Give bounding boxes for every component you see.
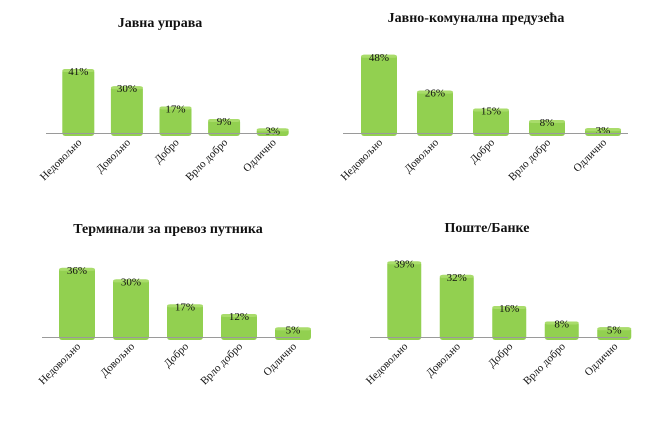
bar-highlight xyxy=(417,90,453,94)
chart-title: Терминали за превоз путника xyxy=(73,222,263,237)
bar xyxy=(110,86,143,136)
chart-2: Јавно-комунална предузећа 48% Недовољно 26%… xyxy=(339,11,628,183)
bar-highlight xyxy=(159,106,192,110)
data-label: 30% xyxy=(117,83,137,95)
bar-highlight xyxy=(492,305,527,309)
data-label: 8% xyxy=(554,318,569,330)
bar-highlight xyxy=(387,261,422,265)
data-label: 30% xyxy=(121,276,141,288)
tick-label: Добро xyxy=(152,136,182,166)
tick-label: Недовољно xyxy=(339,136,386,183)
data-label: 9% xyxy=(217,116,232,128)
bar xyxy=(439,274,474,340)
bar xyxy=(221,313,257,340)
bar-highlight xyxy=(167,304,203,308)
tick-label: Недовољно xyxy=(38,136,85,183)
bar-highlight xyxy=(361,54,397,58)
data-label: 16% xyxy=(499,303,519,315)
tick-label: Одлично xyxy=(261,340,299,378)
data-label: 15% xyxy=(481,106,501,118)
data-label: 36% xyxy=(67,265,87,277)
data-label: 3% xyxy=(596,125,611,137)
tick-label: Одлично xyxy=(241,136,279,174)
bar xyxy=(417,90,453,136)
data-label: 32% xyxy=(447,272,467,284)
tick-label: Врло добро xyxy=(521,340,568,387)
data-label: 17% xyxy=(175,301,195,313)
tick-label: Врло добро xyxy=(183,136,230,183)
tick-label: Недовољно xyxy=(37,340,84,387)
bar-highlight xyxy=(473,108,509,112)
bar-highlight xyxy=(256,128,289,132)
bar xyxy=(275,327,311,340)
chart-title: Јавна управа xyxy=(118,16,203,31)
tick-label: Довољно xyxy=(424,340,463,379)
bar-highlight xyxy=(221,313,257,317)
bar xyxy=(159,106,192,136)
bar xyxy=(544,321,579,340)
chart-1: Јавна управа 41% Недовољно 30% Довољно 17% Доб… xyxy=(38,16,289,183)
bar xyxy=(387,261,422,340)
data-label: 5% xyxy=(607,324,622,336)
bar xyxy=(361,54,397,137)
tick-label: Добро xyxy=(468,136,498,166)
bar xyxy=(597,327,632,340)
chart-4: Поште/Банке 39% Недовољно 32% Довољно 16% Добр… xyxy=(364,221,632,387)
bar-highlight xyxy=(62,69,95,73)
tick-label: Одлично xyxy=(571,136,609,174)
tick-label: Довољно xyxy=(402,136,441,175)
bar-highlight xyxy=(597,327,632,331)
tick-label: Добро xyxy=(486,340,516,370)
chart-3: Терминали за превоз путника 36% Недовољно 3… xyxy=(37,222,311,387)
bar-highlight xyxy=(585,128,621,132)
tick-label: Добро xyxy=(162,340,192,370)
data-label: 41% xyxy=(68,66,88,78)
bar-highlight xyxy=(208,118,241,122)
chart-title: Јавно-комунална предузећа xyxy=(388,11,565,26)
data-label: 26% xyxy=(425,88,445,100)
bar xyxy=(113,279,149,340)
bar xyxy=(167,304,203,340)
tick-label: Одлично xyxy=(582,340,620,378)
bar xyxy=(473,108,509,136)
bar-highlight xyxy=(529,119,565,123)
data-label: 3% xyxy=(265,125,280,137)
tick-label: Недовољно xyxy=(364,340,411,387)
data-label: 48% xyxy=(369,52,389,64)
bar xyxy=(492,305,527,340)
bar-highlight xyxy=(59,267,95,271)
bar-highlight xyxy=(275,327,311,331)
data-label: 12% xyxy=(229,311,249,323)
tick-label: Довољно xyxy=(94,136,133,175)
bar xyxy=(62,69,95,136)
bar-highlight xyxy=(110,86,143,90)
tick-label: Врло добро xyxy=(198,340,245,387)
bar-highlight xyxy=(544,321,579,325)
bar-highlight xyxy=(113,279,149,283)
bar-highlight xyxy=(439,274,474,278)
data-label: 39% xyxy=(394,258,414,270)
data-label: 5% xyxy=(286,324,301,336)
data-label: 17% xyxy=(165,103,185,115)
bar xyxy=(529,119,565,136)
chart-title: Поште/Банке xyxy=(445,221,530,236)
bar xyxy=(208,118,241,136)
data-label: 8% xyxy=(540,117,555,129)
tick-label: Довољно xyxy=(98,340,137,379)
tick-label: Врло добро xyxy=(506,136,553,183)
bar xyxy=(59,267,95,340)
